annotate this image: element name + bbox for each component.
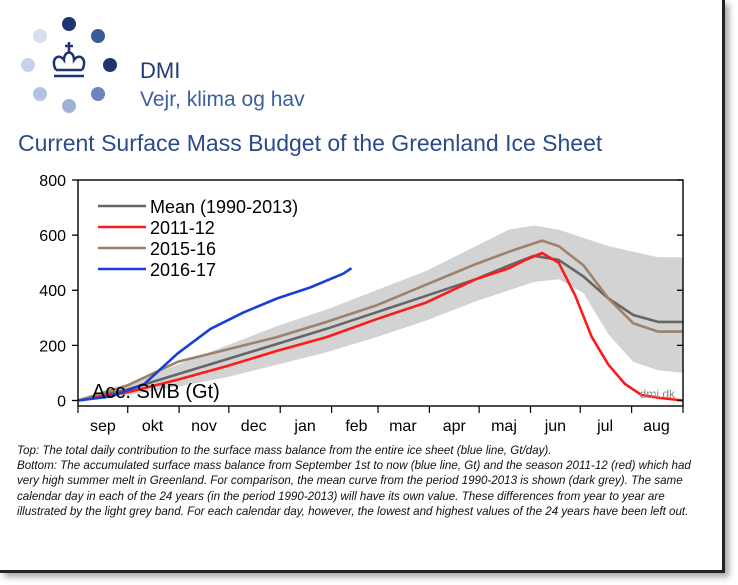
legend-label: 2016-17 <box>150 260 216 280</box>
series-line-2015-16 <box>77 239 683 402</box>
plot-frame <box>77 179 684 407</box>
x-tick-label: jan <box>293 418 315 435</box>
x-tick-label: aug <box>643 418 670 435</box>
caption: Top: The total daily contribution to the… <box>17 443 702 519</box>
caption-top: Top: The total daily contribution to the… <box>17 444 552 457</box>
x-tick-label: maj <box>491 418 517 435</box>
caption-bottom: Bottom: The accumulated surface mass bal… <box>17 459 691 518</box>
y-tick-label: 0 <box>57 393 66 410</box>
x-tick-label: dec <box>241 418 267 435</box>
x-tick-label: okt <box>142 418 164 435</box>
smb-chart: 0 200 400 600 800 sep okt nov dec jan feb mar apr maj… <box>39 173 684 435</box>
x-tick-label: apr <box>443 418 467 435</box>
y-tick-label: 600 <box>39 228 66 245</box>
dmi-logo-icon <box>21 17 117 113</box>
series-line-2016-17 <box>77 267 353 402</box>
x-tick-label: jul <box>596 418 613 435</box>
legend-label: Mean (1990-2013) <box>150 197 298 217</box>
legend-label: 2011-12 <box>150 218 215 238</box>
legend-label: 2015-16 <box>150 239 216 259</box>
x-tick-label: nov <box>191 418 217 435</box>
x-tick-label: sep <box>90 418 116 435</box>
y-tick-label: 400 <box>39 283 66 300</box>
watermark: dmi.dk <box>640 387 676 401</box>
brand-name: DMI <box>140 58 181 83</box>
y-axis-label: Acc. SMB (Gt) <box>92 381 220 403</box>
brand-tagline: Vejr, klima og hav <box>140 88 305 111</box>
x-tick-label: mar <box>389 418 417 435</box>
x-tick-label: feb <box>345 418 367 435</box>
y-tick-label: 200 <box>39 338 66 355</box>
variability-band <box>78 225 683 401</box>
chart-title: Current Surface Mass Budget of the Green… <box>18 130 603 156</box>
x-tick-label: jun <box>544 418 566 435</box>
series-line-2011-12 <box>77 251 684 402</box>
y-tick-label: 800 <box>39 173 66 190</box>
